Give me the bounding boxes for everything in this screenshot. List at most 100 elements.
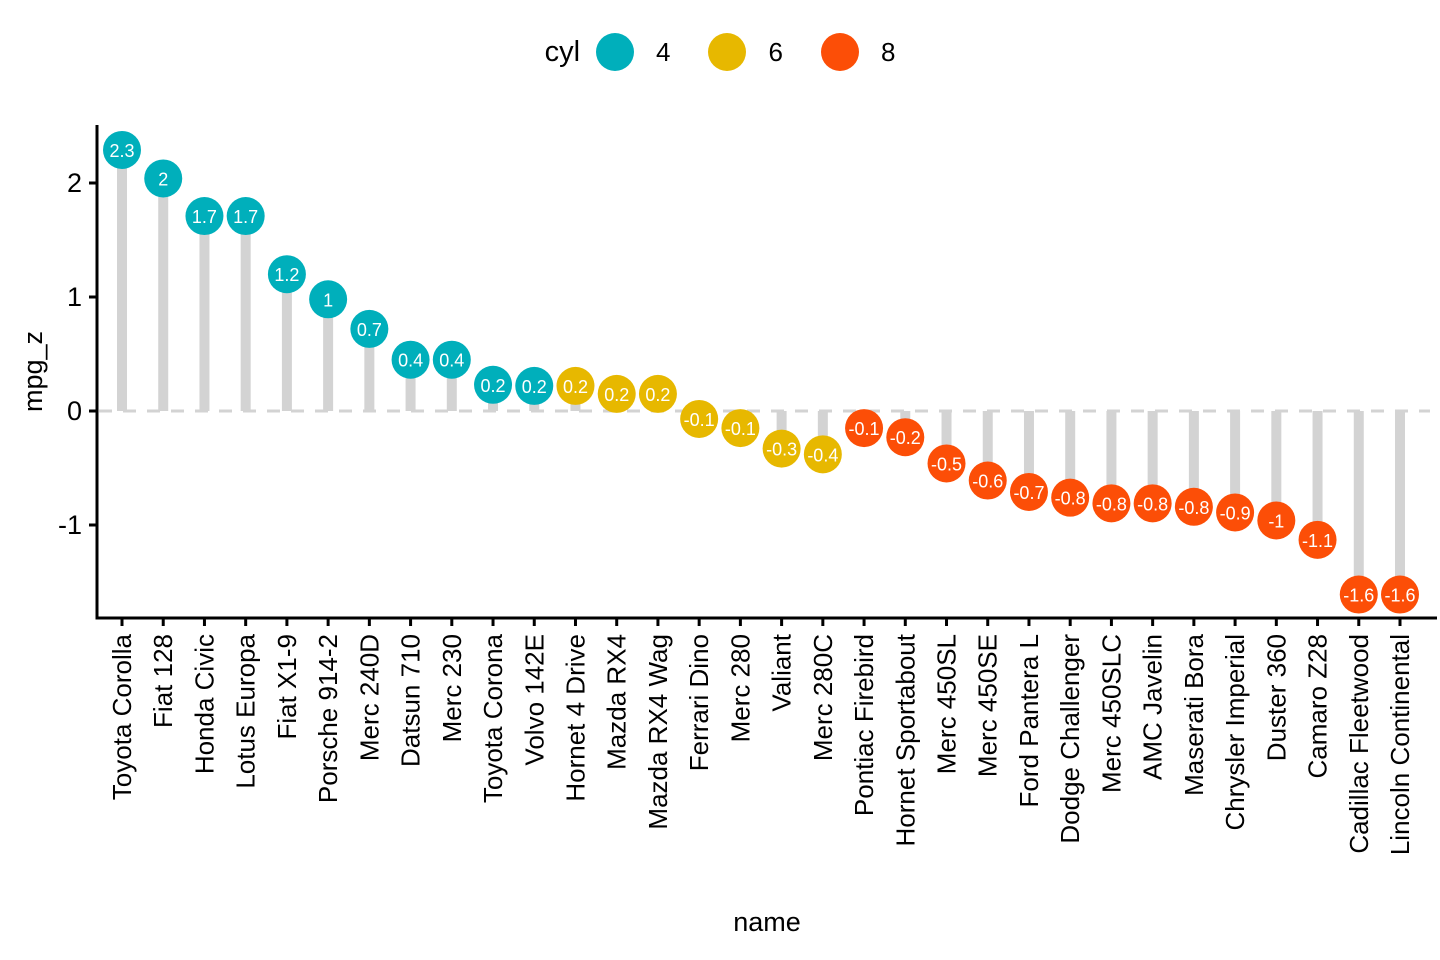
x-tick-label: Valiant [767,633,797,711]
lollipop-stem [1188,411,1199,507]
x-tick-label: Dodge Challenger [1055,634,1085,844]
lollipop-dot [597,374,636,413]
x-tick-label: Volvo 142E [519,634,549,766]
y-axis-title: mpg_z [18,331,48,412]
dot-value-label: 0.2 [645,385,670,405]
legend-label-cyl-6: 6 [768,36,783,67]
legend-item-cyl-6: 6 [708,33,783,71]
lollipop-dot [1051,478,1090,517]
lollipop-dot [1216,493,1255,532]
legend-item-cyl-8: 8 [820,33,896,71]
lollipop-stem [240,216,251,411]
lollipop-stem [1230,411,1241,513]
lollipop-stem [1353,411,1364,595]
lollipop-dot [1381,575,1419,614]
x-tick-label: Maserati Bora [1179,633,1209,795]
legend-label-cyl-8: 8 [880,36,896,67]
x-tick-label: Merc 450SE [973,634,1003,777]
x-tick-label: Hornet Sportabout [890,633,920,846]
lollipop-dot [1257,501,1296,540]
lollipop-dot [886,418,925,457]
axes [95,125,1437,620]
dot-value-label: 0.7 [357,320,382,340]
lollipop-dot [1009,472,1048,511]
legend-swatch-cyl-4-icon [596,33,635,71]
lollipop-dot [350,309,389,348]
lollipop-dot [556,366,595,405]
lollipop-stem [1395,411,1405,595]
lollipop-dot [515,366,554,405]
lollipop-stem [199,216,210,411]
y-axis-ticks: 2 1 0 -1 [58,168,97,540]
lollipop-dot [1092,484,1131,523]
x-tick-label: Merc 230 [437,634,467,742]
lollipop-dot [1174,487,1213,526]
dot-value-label: -0.2 [890,428,921,448]
dot-value-label: 1.7 [192,207,217,227]
lollipop-dot [185,197,224,236]
dot-value-label: -0.8 [1055,489,1086,509]
lollipop-stem [1147,411,1158,504]
lollipop-dot [1339,575,1378,614]
lollipop-stem [1271,411,1282,521]
lollipop-dot [144,159,183,198]
lollipop-dots: 2.3 2 1.7 1.7 1.2 1 0.7 0.4 0.4 0.2 0.2 0.2 0.2 0.2 -0… [103,130,1419,614]
x-tick-label: Pontiac Firebird [849,634,879,816]
lollipop-dot [103,130,141,169]
x-tick-label: Toyota Corona [478,633,508,803]
legend-swatch-cyl-6-icon [708,33,747,71]
x-tick-label: Toyota Corolla [107,633,137,800]
x-tick-label: Merc 450SL [932,634,962,774]
lollipop-stem [117,149,127,411]
x-tick-label: Lincoln Continental [1385,634,1415,855]
dot-value-label: 0.2 [522,377,547,397]
x-tick-label: Merc 450SLC [1096,634,1126,793]
lollipop-dot [803,435,842,474]
legend-swatch-cyl-8-icon [820,33,859,71]
lollipop-stem [941,411,952,464]
lollipop-stem [1065,411,1076,498]
lollipop-stem [158,178,169,411]
dot-value-label: -0.1 [849,419,880,439]
lollipop-stem [982,411,993,481]
dot-value-label: 2.3 [109,141,134,161]
lollipop-stem [817,411,828,455]
lollipop-stem [281,274,292,411]
lollipop-stem [364,328,375,411]
lollipop-dot [391,340,430,379]
lollipop-dot [309,280,348,319]
x-tick-label: Merc 280 [725,634,755,742]
dot-value-label: 0.4 [439,351,464,371]
lollipop-dot [968,461,1007,500]
dot-value-label: 1.7 [233,207,258,227]
dot-value-label: -0.8 [1096,494,1127,514]
x-tick-label: Ferrari Dino [684,634,714,771]
lollipop-dot [721,409,760,448]
x-tick-label: Fiat X1-9 [272,634,302,740]
y-tick-label: 1 [67,282,82,312]
lollipop-dot [927,444,966,483]
y-tick-label: 2 [67,168,82,198]
lollipop-dot [1133,484,1172,523]
x-tick-label: Cadillac Fleetwood [1344,634,1374,854]
chart-legend: cyl 4 6 8 [0,33,1440,71]
dot-value-label: 0.2 [481,376,506,396]
dot-value-label: 1 [323,290,333,310]
dot-value-label: -0.3 [766,440,797,460]
lollipop-dot [1298,520,1337,559]
dot-value-label: 0.4 [398,351,423,371]
dot-value-label: -0.1 [725,419,756,439]
x-tick-label: Fiat 128 [148,634,178,728]
lollipop-stem [1106,411,1117,504]
dot-value-label: -0.4 [807,445,838,465]
dot-value-label: -0.5 [931,454,962,474]
y-tick-label: 0 [67,396,82,426]
lollipop-dot [432,340,471,379]
lollipop-stem [1023,411,1034,492]
lollipop-dot [762,429,801,468]
lollipop-dot [267,255,306,294]
lollipop-stems [117,149,1405,595]
legend-title: cyl [544,35,581,68]
dot-value-label: 0.2 [563,377,588,397]
